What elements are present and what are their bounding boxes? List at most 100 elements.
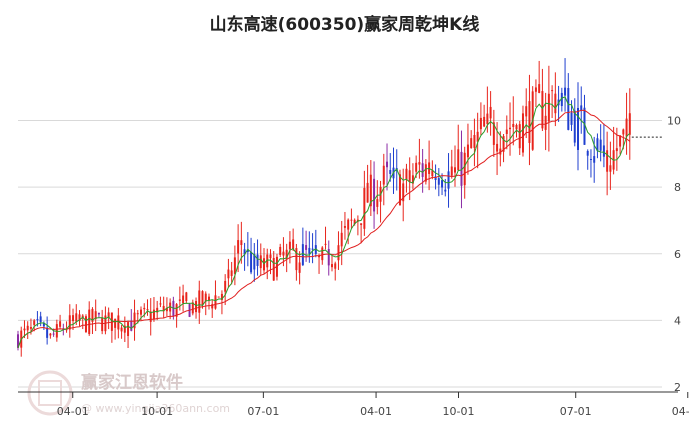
candle-body — [256, 254, 259, 266]
x-tick-label: 07-01 — [560, 405, 592, 418]
candle-body — [373, 178, 376, 212]
candle-body — [162, 305, 165, 312]
candle-body — [415, 162, 418, 172]
candle-body — [418, 162, 421, 165]
x-tick-label: 04-01 — [57, 405, 89, 418]
candle-body — [366, 182, 369, 203]
candle-body — [586, 150, 589, 156]
candle-body — [152, 309, 155, 320]
candle-body — [330, 264, 333, 268]
candle-body — [476, 131, 479, 142]
candle-body — [84, 316, 87, 333]
watermark-url: @ www.yingjia360ann.com — [81, 402, 230, 415]
candle-body — [133, 312, 136, 329]
y-axis-labels: 2 4 6 8 10 — [667, 115, 681, 395]
candle-body — [525, 106, 528, 117]
candle-body — [178, 299, 181, 301]
candle-body — [473, 134, 476, 148]
candle-body — [240, 240, 243, 246]
candle-body — [279, 246, 282, 255]
candle-body — [509, 127, 512, 130]
candle-body — [156, 307, 159, 313]
candle-body — [619, 135, 622, 147]
candle-body — [376, 199, 379, 207]
candle-body — [207, 296, 210, 301]
candle-body — [628, 113, 631, 135]
candle-body — [42, 323, 45, 327]
candle-body — [72, 315, 75, 322]
candle-body — [486, 113, 489, 125]
candle-body — [120, 327, 123, 332]
candle-body — [421, 163, 424, 177]
candle-body — [36, 319, 39, 321]
candle-body — [39, 316, 42, 323]
axes — [18, 391, 689, 398]
candle-body — [230, 270, 233, 277]
candle-body — [23, 328, 26, 331]
candle-body — [437, 178, 440, 185]
y-tick-label: 2 — [674, 381, 681, 394]
candle-body — [593, 156, 596, 163]
candle-body — [17, 334, 19, 348]
candle-body — [350, 219, 353, 221]
ma-short-line — [17, 96, 631, 349]
candle-body — [324, 243, 327, 245]
grid-lines — [18, 120, 662, 388]
candle-body — [470, 138, 473, 149]
candle-body — [564, 87, 567, 96]
watermark-brand: 赢家江恩软件 — [81, 372, 183, 393]
candle-body — [447, 171, 450, 189]
candle-body — [159, 303, 162, 305]
candle-body — [369, 174, 372, 207]
candle-body — [204, 293, 207, 302]
candle-body — [386, 161, 389, 168]
candle-body — [570, 112, 573, 125]
candle-body — [250, 251, 253, 273]
candle-body — [589, 158, 592, 160]
watermark: 赢家江恩软件 @ www.yingjia360ann.com — [27, 370, 230, 416]
candle-body — [185, 292, 188, 302]
candle-body — [551, 90, 554, 92]
candle-body — [75, 313, 78, 322]
candle-body — [518, 124, 521, 149]
candle-body — [269, 254, 272, 259]
candle-body — [398, 174, 401, 206]
candle-body — [599, 139, 602, 151]
candle-body — [363, 187, 366, 229]
candle-body — [140, 309, 143, 315]
candle-body — [596, 138, 599, 151]
x-tick-label: 10-01 — [141, 405, 173, 418]
candle-body — [505, 129, 508, 134]
candle-body — [117, 315, 120, 330]
candle-body — [114, 318, 117, 328]
candle-body — [554, 93, 557, 114]
candle-body — [165, 307, 168, 312]
candle-body — [382, 165, 385, 185]
candle-body — [625, 118, 628, 137]
candle-body — [444, 189, 447, 192]
candle-body — [217, 296, 220, 298]
candle-body — [560, 92, 563, 107]
candle-body — [130, 320, 133, 331]
candle-body — [59, 321, 62, 327]
candle-body — [259, 255, 262, 269]
candle-body — [211, 304, 214, 309]
candle-body — [107, 312, 110, 318]
candle-body — [301, 244, 304, 266]
candle-body — [243, 249, 246, 255]
candle-body — [182, 295, 185, 304]
chart-title: 山东高速(600350)赢家周乾坤K线 — [209, 15, 480, 35]
candle-body — [534, 87, 537, 92]
candle-body — [272, 257, 275, 281]
candle-body — [26, 325, 29, 331]
candle-body — [136, 313, 139, 315]
candle-body — [233, 257, 236, 274]
candle-body — [52, 333, 55, 335]
y-tick-label: 10 — [667, 115, 681, 128]
candle-body — [220, 293, 223, 301]
y-tick-label: 8 — [674, 181, 681, 194]
candle-body — [321, 247, 324, 261]
candle-body — [78, 314, 81, 322]
candle-body — [285, 249, 288, 260]
candle-body — [97, 312, 100, 315]
